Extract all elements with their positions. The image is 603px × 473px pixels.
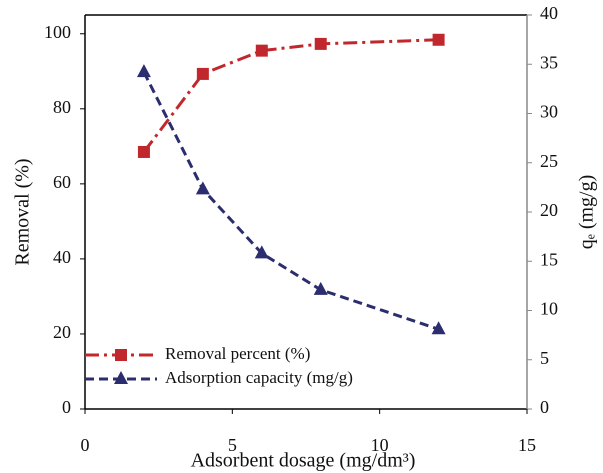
point: [137, 145, 150, 158]
point: [255, 44, 268, 57]
x-tick-label: 15: [518, 435, 536, 455]
legend-text: Adsorption capacity (mg/g): [165, 368, 353, 387]
point: [195, 181, 210, 195]
y2-tick-label: 20: [540, 200, 558, 220]
x-tick-label: 10: [371, 435, 389, 455]
legend-text: Removal percent (%): [165, 344, 310, 363]
y2-tick-label: 10: [540, 299, 558, 319]
y2-axis-title: qₑ (mg/g): [576, 175, 598, 250]
point: [314, 37, 327, 50]
point: [432, 33, 445, 46]
y-tick-label: 0: [62, 397, 71, 417]
y2-tick-label: 0: [540, 397, 549, 417]
y-tick-label: 20: [53, 322, 71, 342]
point: [313, 281, 328, 295]
series-line: [142, 38, 439, 153]
x-tick-label: 5: [228, 435, 237, 455]
x-axis-title: Adsorbent dosage (mg/dm³): [191, 450, 416, 472]
x-tick-label: 0: [81, 435, 90, 455]
point: [431, 321, 446, 335]
y-tick-label: 80: [53, 97, 71, 117]
legend-marker: [114, 371, 128, 384]
legend-marker: [115, 349, 127, 361]
y-tick-label: 40: [53, 247, 71, 267]
y2-tick-label: 5: [540, 348, 549, 368]
y2-tick-label: 40: [540, 3, 558, 23]
y2-tick-label: 15: [540, 249, 558, 269]
y-axis-title: Removal (%): [12, 158, 34, 265]
point: [136, 64, 151, 78]
y-tick-label: 60: [53, 172, 71, 192]
y2-tick-label: 35: [540, 52, 558, 72]
y2-tick-label: 25: [540, 151, 558, 171]
y2-tick-label: 30: [540, 102, 558, 122]
point: [254, 245, 269, 259]
point: [196, 67, 209, 80]
series-line: [142, 71, 440, 331]
y-tick-label: 100: [44, 22, 71, 42]
